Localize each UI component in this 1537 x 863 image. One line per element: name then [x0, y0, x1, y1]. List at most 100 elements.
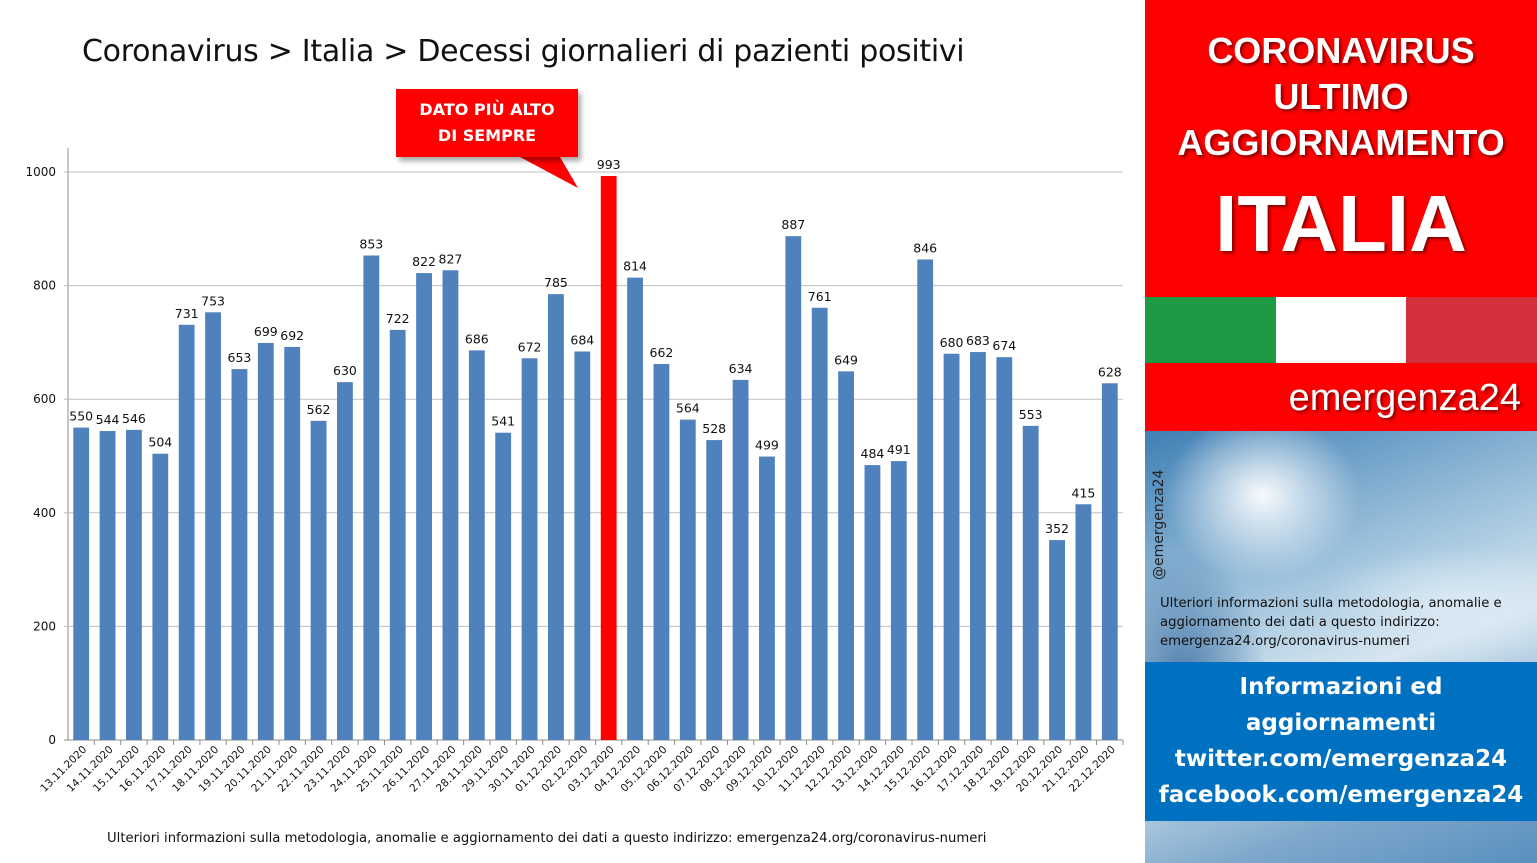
data-label: 686	[465, 331, 489, 346]
data-label: 504	[148, 435, 172, 450]
bar	[864, 465, 881, 740]
data-label: 699	[254, 324, 278, 339]
bar	[442, 270, 459, 740]
data-label: 846	[913, 240, 937, 255]
bar	[1101, 383, 1118, 740]
data-label: 352	[1045, 521, 1069, 536]
bar	[152, 453, 169, 740]
bar	[1075, 504, 1092, 740]
data-label: 731	[175, 306, 199, 321]
bar	[706, 440, 723, 740]
bar	[600, 175, 617, 740]
bar	[1049, 540, 1065, 740]
bar-chart: 0200400600800100055013.11.202054414.11.2…	[25, 148, 1124, 795]
y-tick-label: 400	[33, 506, 56, 520]
data-label: 415	[1072, 485, 1096, 500]
bar	[679, 419, 696, 740]
banner-country: ITALIA	[1215, 179, 1467, 268]
brand-logo: emergenza24	[1288, 377, 1521, 419]
bar	[99, 431, 116, 740]
data-label: 672	[518, 339, 542, 354]
bar	[310, 420, 327, 740]
facebook-link[interactable]: facebook.com/emergenza24	[1158, 782, 1524, 808]
data-label: 827	[439, 251, 463, 266]
bar	[548, 294, 564, 740]
data-label: 692	[280, 328, 304, 343]
info-line-1: Informazioni ed	[1239, 674, 1443, 700]
bar	[653, 363, 670, 740]
italian-flag-icon	[1145, 297, 1537, 363]
bar	[943, 353, 960, 740]
highest-value-callout: DATO PIÙ ALTO DI SEMPRE	[396, 89, 578, 157]
bar	[389, 329, 406, 740]
data-label: 499	[755, 438, 779, 453]
banner-line-3: AGGIORNAMENTO	[1177, 122, 1505, 163]
data-label: 683	[966, 333, 990, 348]
y-tick-label: 600	[33, 392, 56, 406]
callout-line-1: DATO PIÙ ALTO	[419, 100, 555, 119]
bar	[970, 352, 986, 740]
data-label: 564	[676, 401, 700, 416]
data-label: 684	[570, 332, 594, 347]
bar	[838, 371, 854, 740]
bar	[468, 350, 485, 740]
bar	[126, 429, 142, 740]
y-tick-label: 200	[33, 619, 56, 633]
bar	[574, 351, 591, 740]
bar	[890, 461, 907, 740]
data-label: 649	[834, 352, 858, 367]
social-handle: @emergenza24	[1151, 469, 1167, 581]
data-label: 634	[729, 361, 753, 376]
banner-line-2: ULTIMO	[1273, 76, 1409, 117]
flag-green-stripe	[1145, 297, 1276, 363]
data-label: 491	[887, 442, 911, 457]
data-label: 753	[201, 293, 225, 308]
bar	[627, 277, 643, 740]
bar	[1022, 425, 1039, 740]
y-tick-label: 1000	[25, 165, 56, 179]
flag-white-stripe	[1275, 297, 1407, 363]
data-label: 662	[650, 345, 674, 360]
data-label: 814	[623, 259, 647, 274]
data-label: 680	[940, 335, 964, 350]
data-label: 822	[412, 254, 436, 269]
y-tick-label: 800	[33, 279, 56, 293]
twitter-link[interactable]: twitter.com/emergenza24	[1174, 746, 1508, 772]
bar	[284, 346, 301, 740]
data-label: 528	[702, 421, 726, 436]
side-methodology-note: Ulteriori informazioni sulla metodologia…	[1160, 596, 1502, 649]
callout-line-2: DI SEMPRE	[437, 126, 537, 145]
data-label: 546	[122, 411, 146, 426]
flag-red-stripe	[1406, 297, 1537, 363]
bar	[521, 358, 538, 740]
data-label: 853	[359, 236, 383, 251]
data-label: 628	[1098, 364, 1122, 379]
callout-pointer	[520, 157, 578, 188]
data-label: 785	[544, 275, 568, 290]
bar	[759, 456, 775, 740]
bar	[495, 432, 512, 740]
data-label: 544	[96, 412, 120, 427]
bar	[732, 379, 749, 740]
bar	[996, 357, 1013, 740]
data-label: 653	[228, 350, 252, 365]
chart-title: Coronavirus > Italia > Decessi giornalie…	[82, 34, 965, 69]
bar	[73, 427, 90, 740]
bar	[178, 324, 195, 740]
data-label: 553	[1019, 407, 1043, 422]
info-line-2: aggiornamenti	[1245, 710, 1437, 736]
data-label: 993	[597, 157, 621, 172]
bar	[337, 382, 353, 740]
data-label: 630	[333, 363, 357, 378]
data-label: 484	[861, 446, 885, 461]
bar	[231, 369, 248, 740]
bar	[363, 255, 380, 740]
data-label: 562	[307, 402, 331, 417]
brand-bar: emergenza24	[1145, 363, 1537, 431]
banner-line-1: CORONAVIRUS	[1207, 30, 1475, 71]
data-label: 761	[808, 289, 832, 304]
bar	[257, 342, 274, 740]
social-links-box: Informazioni ed aggiornamenti twitter.co…	[1145, 662, 1537, 821]
bar	[811, 307, 828, 740]
data-label: 550	[69, 409, 93, 424]
